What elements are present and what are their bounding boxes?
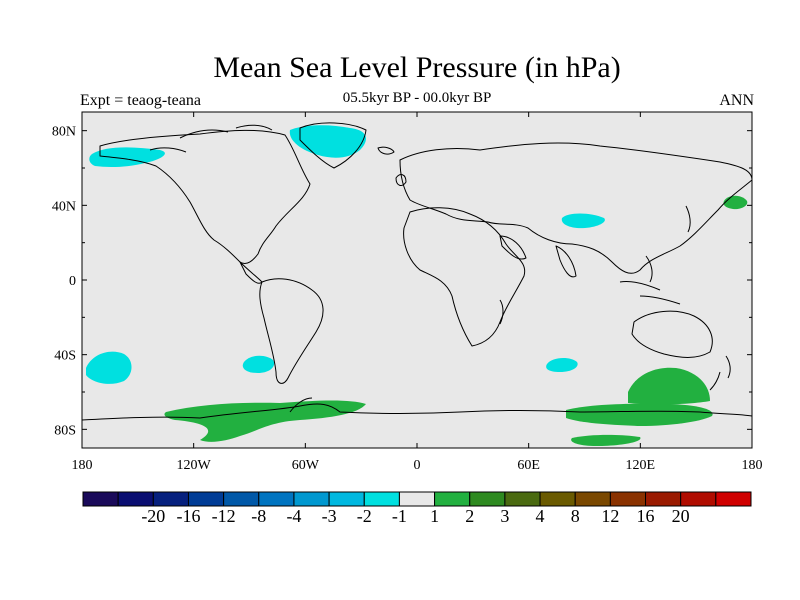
colorbar-box (152, 491, 189, 507)
lat-tick-label: 80S (54, 423, 76, 438)
colorbar-box (504, 491, 541, 507)
colorbar-label: -16 (176, 506, 201, 526)
negative-arctic-canada (89, 147, 165, 167)
colorbar-box (574, 491, 611, 507)
positive-anomaly-regions (164, 195, 748, 446)
colorbar-label: -12 (211, 506, 236, 526)
colorbar-label: 4 (535, 506, 545, 526)
colorbar-box (223, 491, 260, 507)
colorbar-label: 20 (671, 506, 690, 526)
axis-labels: 180 120W 60W 0 60E 120E 180 80N 40N 0 40S 80S (52, 125, 763, 473)
colorbar-box (398, 491, 436, 507)
map-title: Mean Sea Level Pressure (in hPa) (213, 51, 621, 84)
negative-southeast-pacific (242, 355, 275, 373)
positive-antarctic-west (164, 400, 366, 442)
coastlines (82, 122, 752, 421)
colorbar-label: 2 (465, 506, 475, 526)
colorbar-label: 8 (570, 506, 580, 526)
colorbar-label: -4 (286, 506, 302, 526)
colorbar-box (469, 491, 506, 507)
colorbar (82, 491, 752, 507)
colorbar-label: 12 (601, 506, 620, 526)
colorbar-label: 3 (500, 506, 510, 526)
colorbar-box (609, 491, 647, 507)
colorbar-label: 1 (430, 506, 440, 526)
colorbar-box (82, 491, 119, 507)
negative-greenland (289, 125, 366, 158)
colorbar-label: -2 (356, 506, 372, 526)
colorbar-box (539, 491, 576, 507)
colorbar-label: -8 (251, 506, 267, 526)
colorbar-box (715, 491, 752, 507)
colorbar-label: -20 (141, 506, 166, 526)
negative-south-pacific (86, 351, 132, 384)
lat-tick-label: 40S (54, 349, 76, 364)
colorbar-box (680, 491, 717, 507)
lat-tick-label: 40N (52, 199, 76, 214)
positive-antarctic-east (566, 403, 713, 426)
colorbar-box (328, 491, 365, 507)
colorbar-label: -3 (321, 506, 337, 526)
negative-central-asia (561, 213, 605, 229)
lat-tick-label: 80N (52, 125, 76, 140)
lat-tick-label: 0 (69, 274, 76, 289)
colorbar-box (363, 491, 400, 507)
colorbar-label: -1 (391, 506, 407, 526)
positive-antarctic-east-coast (571, 434, 641, 446)
lon-tick-label: 180 (742, 458, 763, 473)
colorbar-box (117, 491, 154, 507)
colorbar-box (434, 491, 471, 507)
colorbar-box (187, 491, 225, 507)
positive-southern-ocean-australia (628, 367, 710, 405)
colorbar-box (293, 491, 330, 507)
lon-tick-label: 120W (177, 458, 212, 473)
season-label: ANN (719, 92, 754, 109)
lon-tick-label: 60E (517, 458, 540, 473)
negative-anomaly-regions (86, 125, 605, 384)
lon-tick-label: 60W (292, 458, 320, 473)
period-label: 05.5kyr BP - 00.0kyr BP (342, 90, 492, 106)
experiment-label: Expt = teaog-teana (80, 92, 201, 109)
colorbar-label: 16 (636, 506, 655, 526)
axis-ticks (81, 112, 753, 448)
colorbar-box (258, 491, 295, 507)
lon-tick-label: 120E (626, 458, 656, 473)
colorbar-box (645, 491, 682, 507)
lon-tick-label: 0 (414, 458, 421, 473)
negative-south-indian (546, 358, 578, 372)
lon-tick-label: 180 (72, 458, 93, 473)
